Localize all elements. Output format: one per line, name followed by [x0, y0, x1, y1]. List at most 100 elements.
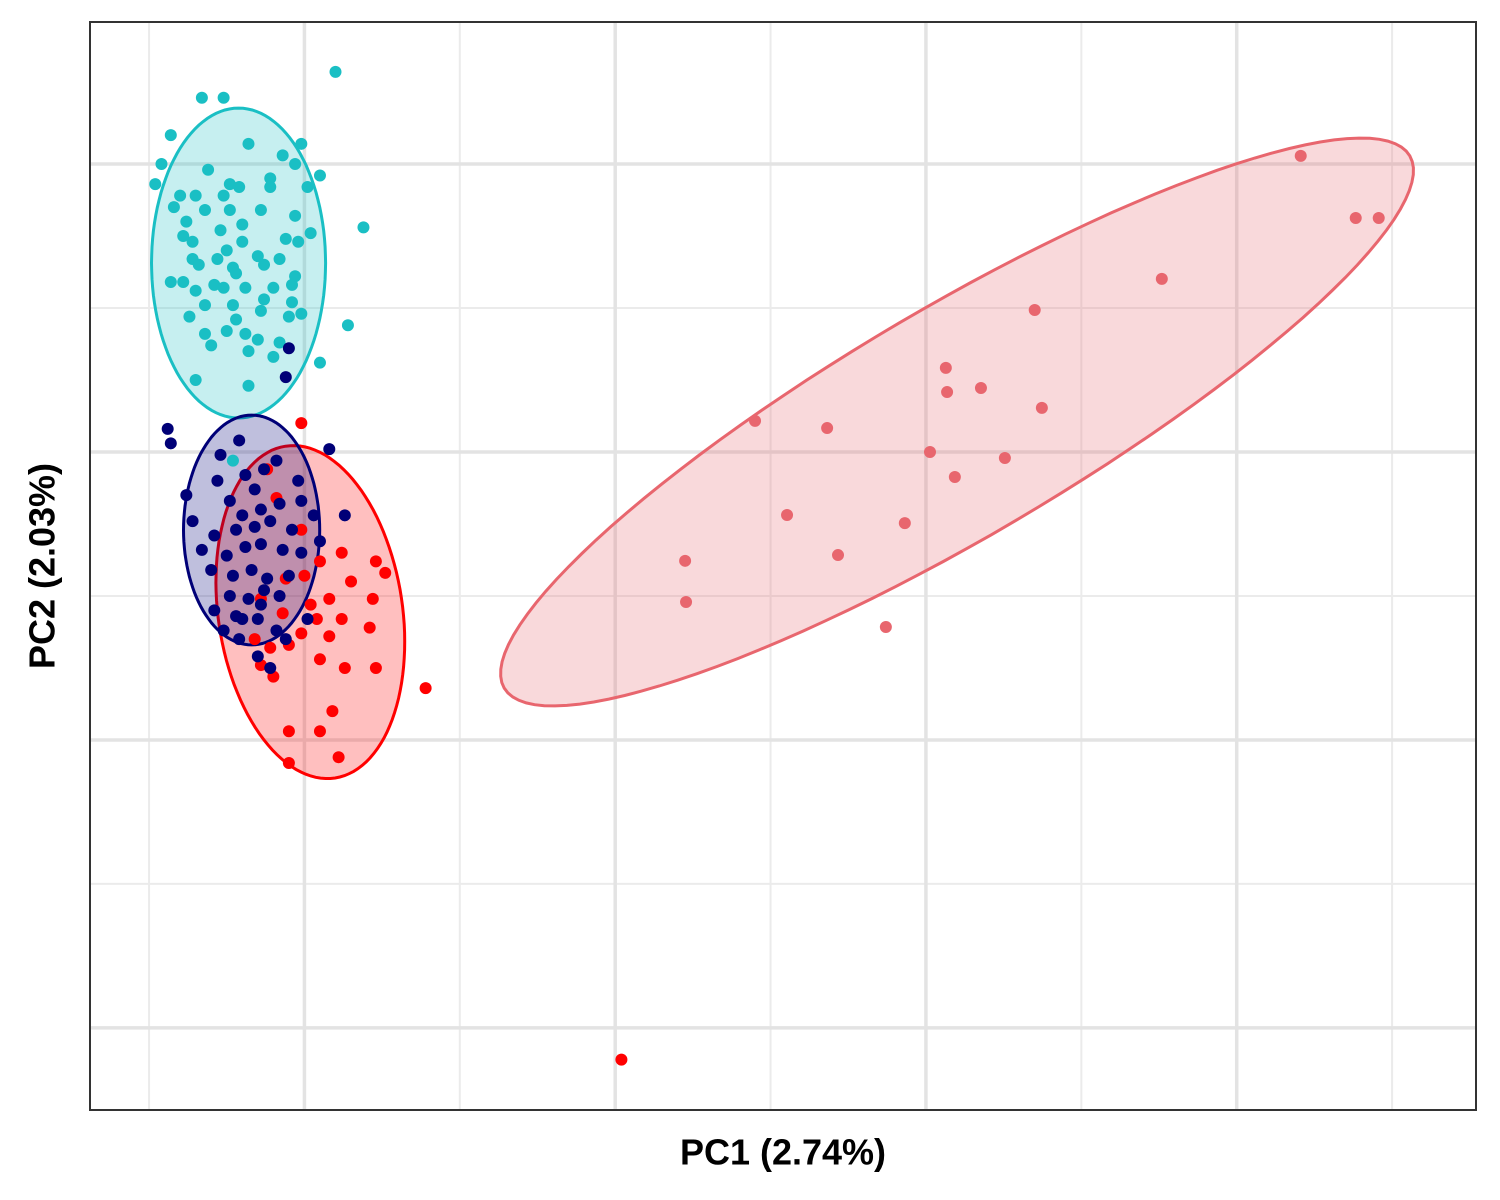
point — [195, 91, 208, 104]
point — [323, 630, 336, 643]
point — [261, 572, 274, 585]
point — [313, 356, 326, 369]
point — [357, 221, 370, 234]
point — [226, 569, 239, 582]
point — [270, 624, 283, 637]
point — [239, 327, 252, 340]
point — [304, 598, 317, 611]
point — [276, 607, 289, 620]
point — [1294, 149, 1307, 162]
point — [335, 546, 348, 559]
point — [292, 474, 305, 487]
point — [236, 218, 249, 231]
point — [211, 253, 224, 266]
point — [273, 589, 286, 602]
point — [279, 371, 292, 384]
point — [242, 345, 255, 358]
point — [267, 350, 280, 363]
point — [282, 756, 295, 769]
point — [226, 454, 239, 467]
point — [369, 661, 382, 674]
point — [248, 633, 261, 646]
point — [832, 549, 845, 562]
point — [273, 497, 286, 510]
point — [273, 253, 286, 266]
point — [295, 307, 308, 320]
point — [338, 509, 351, 522]
point — [226, 299, 239, 312]
point — [923, 445, 936, 458]
point — [307, 509, 320, 522]
point — [279, 232, 292, 245]
point — [208, 604, 221, 617]
point — [233, 633, 246, 646]
point — [264, 661, 277, 674]
point — [1035, 401, 1048, 414]
point — [270, 454, 283, 467]
point — [205, 564, 218, 577]
point — [189, 373, 202, 386]
point — [264, 172, 277, 185]
point — [295, 137, 308, 150]
point — [338, 661, 351, 674]
point — [941, 386, 954, 399]
point — [233, 181, 246, 194]
point — [363, 621, 376, 634]
point — [974, 382, 987, 395]
point — [177, 229, 190, 242]
point — [282, 342, 295, 355]
point — [167, 201, 180, 214]
point — [258, 584, 271, 597]
ellipses — [149, 106, 1415, 780]
point — [239, 281, 252, 294]
point — [155, 157, 168, 170]
point — [313, 169, 326, 182]
point — [248, 520, 261, 533]
point — [289, 209, 302, 222]
point — [313, 555, 326, 568]
point — [298, 569, 311, 582]
point — [1349, 211, 1362, 224]
point — [366, 592, 379, 605]
point — [164, 276, 177, 289]
point — [236, 509, 249, 522]
point — [180, 215, 193, 228]
point — [301, 612, 314, 625]
point — [341, 319, 354, 332]
point — [180, 489, 193, 502]
point — [186, 235, 199, 248]
point — [264, 641, 277, 654]
point — [258, 463, 271, 476]
point — [258, 293, 271, 306]
point — [295, 546, 308, 559]
point — [251, 612, 264, 625]
point — [295, 627, 308, 640]
ellipse — [214, 444, 407, 780]
point — [304, 227, 317, 240]
point — [174, 189, 187, 202]
point — [251, 333, 264, 346]
point — [326, 705, 339, 718]
point — [258, 258, 271, 271]
point — [251, 250, 264, 263]
point — [202, 163, 215, 176]
point — [233, 434, 246, 447]
point — [245, 564, 258, 577]
point — [939, 361, 952, 374]
point — [230, 523, 243, 536]
point — [749, 414, 762, 427]
point — [214, 448, 227, 461]
point — [239, 540, 252, 553]
point — [254, 204, 267, 217]
point — [1028, 303, 1041, 316]
point — [211, 474, 224, 487]
point — [236, 235, 249, 248]
point — [285, 296, 298, 309]
point — [310, 612, 323, 625]
point — [230, 313, 243, 326]
point — [164, 129, 177, 142]
point — [223, 204, 236, 217]
point — [292, 235, 305, 248]
point — [313, 653, 326, 666]
